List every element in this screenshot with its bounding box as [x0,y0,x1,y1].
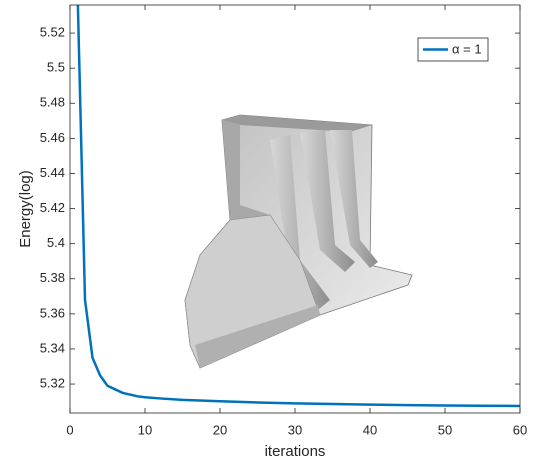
y-axis-label: Energy(log) [17,170,34,248]
x-tick-label: 40 [363,422,377,437]
y-tick-label: 5.48 [40,95,65,110]
x-axis-label: iterations [265,443,326,460]
y-tick-label: 5.52 [40,25,65,40]
x-tick-label: 30 [288,422,302,437]
y-tick-label: 5.4 [47,235,65,250]
y-tick-label: 5.34 [40,340,65,355]
legend-label: α = 1 [452,41,482,56]
x-tick-label: 50 [438,422,452,437]
chart: 5.32 5.34 5.36 5.38 5.4 5.42 5.44 5.46 5.48 5.5 5.… [0,0,541,466]
y-tick-label: 5.32 [40,375,65,390]
x-tick-label: 0 [66,422,73,437]
x-tick-label: 60 [513,422,527,437]
x-tick-label: 20 [213,422,227,437]
page: 5.32 5.34 5.36 5.38 5.4 5.42 5.44 5.46 5.48 5.5 5.… [0,0,541,466]
y-tick-label: 5.44 [40,165,65,180]
legend: α = 1 [418,38,488,61]
y-tick-label: 5.36 [40,305,65,320]
y-tick-label: 5.38 [40,270,65,285]
x-tick-label: 10 [138,422,152,437]
y-tick-label: 5.5 [47,60,65,75]
y-tick-label: 5.42 [40,200,65,215]
y-tick-label: 5.46 [40,130,65,145]
